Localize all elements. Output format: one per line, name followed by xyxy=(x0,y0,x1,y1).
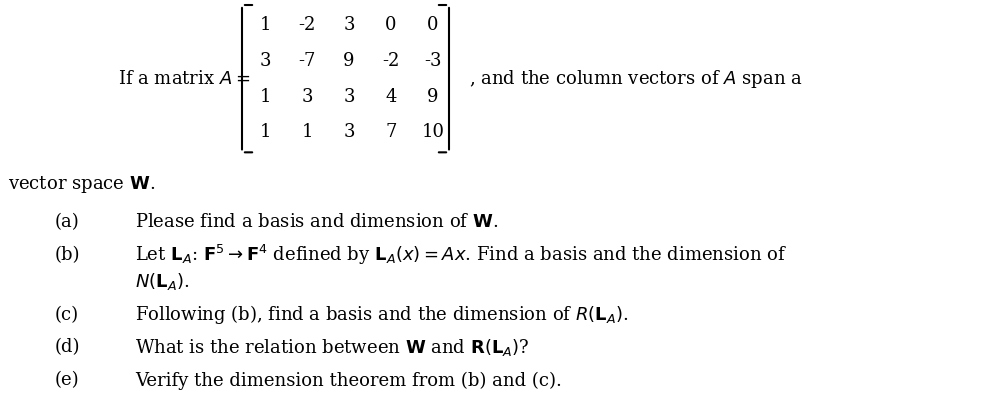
Text: -2: -2 xyxy=(382,52,399,70)
Text: (b): (b) xyxy=(55,246,81,264)
Text: 3: 3 xyxy=(301,88,313,106)
Text: (e): (e) xyxy=(55,372,80,389)
Text: -3: -3 xyxy=(424,52,442,70)
Text: -2: -2 xyxy=(298,16,316,34)
Text: Verify the dimension theorem from (b) and (c).: Verify the dimension theorem from (b) an… xyxy=(135,371,561,389)
Text: 9: 9 xyxy=(343,52,354,70)
Text: -7: -7 xyxy=(298,52,316,70)
Text: (d): (d) xyxy=(55,339,81,357)
Text: Please find a basis and dimension of $\mathbf{W}$.: Please find a basis and dimension of $\m… xyxy=(135,213,498,231)
Text: 9: 9 xyxy=(427,88,439,106)
Text: 1: 1 xyxy=(259,16,270,34)
Text: 1: 1 xyxy=(259,88,270,106)
Text: 0: 0 xyxy=(427,16,439,34)
Text: (c): (c) xyxy=(55,306,79,324)
Text: (a): (a) xyxy=(55,213,80,231)
Text: If a matrix $A=$: If a matrix $A=$ xyxy=(118,69,249,88)
Text: 3: 3 xyxy=(259,52,270,70)
Text: , and the column vectors of $A$ span a: , and the column vectors of $A$ span a xyxy=(468,67,802,90)
Text: 0: 0 xyxy=(385,16,396,34)
Text: vector space $\mathbf{W}$.: vector space $\mathbf{W}$. xyxy=(8,174,155,195)
Text: $N(\mathbf{L}_A)$.: $N(\mathbf{L}_A)$. xyxy=(135,271,189,292)
Text: 7: 7 xyxy=(385,123,396,141)
Text: 1: 1 xyxy=(301,123,313,141)
Text: 3: 3 xyxy=(343,88,354,106)
Text: Following (b), find a basis and the dimension of $R(\mathbf{L}_A)$.: Following (b), find a basis and the dime… xyxy=(135,303,628,326)
Text: 1: 1 xyxy=(259,123,270,141)
Text: 3: 3 xyxy=(343,16,354,34)
Text: Let $\mathbf{L}_A$: $\mathbf{F}^5 \rightarrow \mathbf{F}^4$ defined by $\mathbf{: Let $\mathbf{L}_A$: $\mathbf{F}^5 \right… xyxy=(135,243,787,267)
Text: 3: 3 xyxy=(343,123,354,141)
Text: What is the relation between $\mathbf{W}$ and $\mathbf{R}(\mathbf{L}_A)$?: What is the relation between $\mathbf{W}… xyxy=(135,337,529,358)
Text: 4: 4 xyxy=(385,88,396,106)
Text: 10: 10 xyxy=(421,123,444,141)
